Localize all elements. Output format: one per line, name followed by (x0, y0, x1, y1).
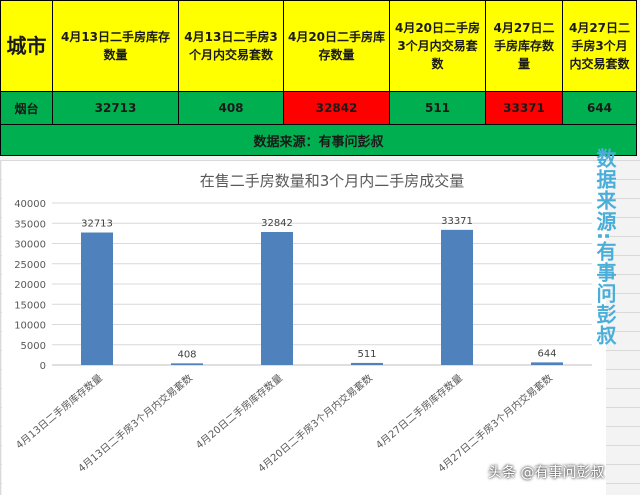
bar (531, 362, 563, 365)
chart-title: 在售二手房数量和3个月内二手房成交量 (200, 172, 465, 190)
bar (261, 231, 293, 365)
header-apr13-deals[interactable]: 4月13日二手房3个月内交易套数 (178, 0, 284, 92)
header-apr27-stock[interactable]: 4月27日二手房库存数量 (485, 0, 563, 92)
data-label: 33371 (441, 216, 473, 227)
side-source-note: 数据来源:有事问彭叔 (593, 148, 617, 346)
cell-apr27-deals[interactable]: 644 (562, 91, 637, 125)
table-header-row: 城市 4月13日二手房库存数量 4月13日二手房3个月内交易套数 4月20日二手… (0, 0, 637, 92)
data-label: 32842 (261, 218, 293, 229)
y-tick-label: 15000 (14, 300, 46, 311)
bar (81, 232, 113, 365)
y-tick-label: 25000 (14, 260, 46, 271)
data-label: 408 (177, 349, 196, 360)
cell-apr13-deals[interactable]: 408 (178, 91, 284, 125)
data-label: 511 (357, 349, 376, 360)
table-source-row: 数据来源：有事问彭叔 (0, 124, 637, 156)
header-apr20-deals[interactable]: 4月20日二手房3个月内交易套数 (389, 0, 486, 92)
x-tick-label: 4月27日二手房库存数量 (373, 371, 465, 451)
bar (351, 362, 383, 365)
data-labels: 32713 408 32842 511 33371 644 (81, 216, 556, 361)
y-tick-label: 10000 (14, 321, 46, 332)
cell-apr13-stock[interactable]: 32713 (52, 91, 179, 125)
watermark: 头条 @有事问彭叔 (488, 465, 605, 481)
x-tick-label: 4月13日二手房库存数量 (13, 371, 105, 451)
chart-gridlines (52, 202, 592, 366)
data-label: 644 (537, 348, 556, 359)
cell-city[interactable]: 烟台 (0, 91, 53, 125)
source-note[interactable]: 数据来源：有事问彭叔 (0, 124, 637, 156)
bar (441, 229, 473, 365)
chart-area[interactable]: 在售二手房数量和3个月内二手房成交量 0 5000 10000 15000 20000 2… (2, 161, 606, 495)
y-tick-label: 30000 (14, 240, 46, 251)
header-apr27-deals[interactable]: 4月27日二手房3个月内交易套数 (562, 0, 637, 92)
y-axis-ticks: 0 5000 10000 15000 20000 25000 30000 35000 40000 (14, 199, 46, 372)
y-tick-label: 40000 (14, 199, 46, 210)
y-tick-label: 35000 (14, 219, 46, 230)
bar-series (81, 229, 563, 365)
data-label: 32713 (81, 219, 113, 230)
y-tick-label: 20000 (14, 280, 46, 291)
y-tick-label: 5000 (21, 341, 46, 352)
data-table: 城市 4月13日二手房库存数量 4月13日二手房3个月内交易套数 4月20日二手… (0, 0, 637, 156)
y-tick-label: 0 (40, 361, 46, 372)
header-apr20-stock[interactable]: 4月20日二手房库存数量 (283, 0, 390, 92)
cell-apr27-stock[interactable]: 33371 (485, 91, 563, 125)
cell-apr20-deals[interactable]: 511 (389, 91, 486, 125)
bar-chart: 在售二手房数量和3个月内二手房成交量 0 5000 10000 15000 20000 2… (13, 172, 592, 475)
bar (171, 363, 203, 365)
header-apr13-stock[interactable]: 4月13日二手房库存数量 (52, 0, 179, 92)
cell-apr20-stock[interactable]: 32842 (283, 91, 390, 125)
table-data-row: 烟台 32713 408 32842 511 33371 644 (0, 91, 637, 125)
header-city[interactable]: 城市 (0, 0, 53, 92)
x-tick-label: 4月20日二手房库存数量 (193, 371, 285, 451)
